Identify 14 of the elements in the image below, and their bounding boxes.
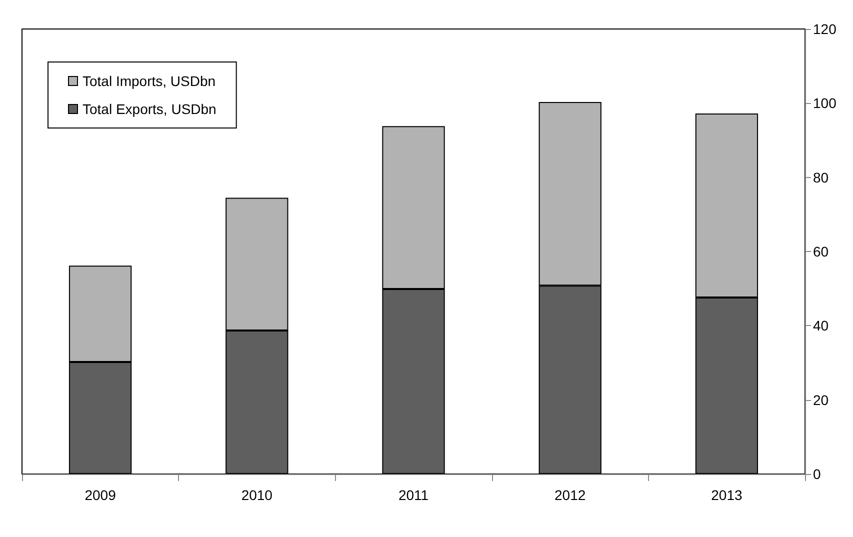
y-tick-label: 0	[813, 466, 821, 482]
x-tick-label: 2009	[84, 487, 116, 503]
y-tick-label: 40	[813, 318, 829, 334]
y-tick-label: 100	[813, 95, 837, 112]
y-tick-label: 120	[813, 21, 837, 37]
x-tick-label: 2011	[398, 487, 429, 503]
legend-label: Total Exports, USDbn	[82, 101, 216, 117]
x-tick-label: 2013	[711, 487, 742, 503]
y-tick-label: 20	[813, 392, 829, 408]
legend-label: Total Imports, USDbn	[82, 73, 216, 89]
x-tick-label: 2010	[241, 487, 273, 503]
y-tick-label: 60	[813, 244, 829, 260]
x-tick-label: 2012	[554, 487, 586, 503]
y-tick-label: 80	[813, 169, 829, 186]
